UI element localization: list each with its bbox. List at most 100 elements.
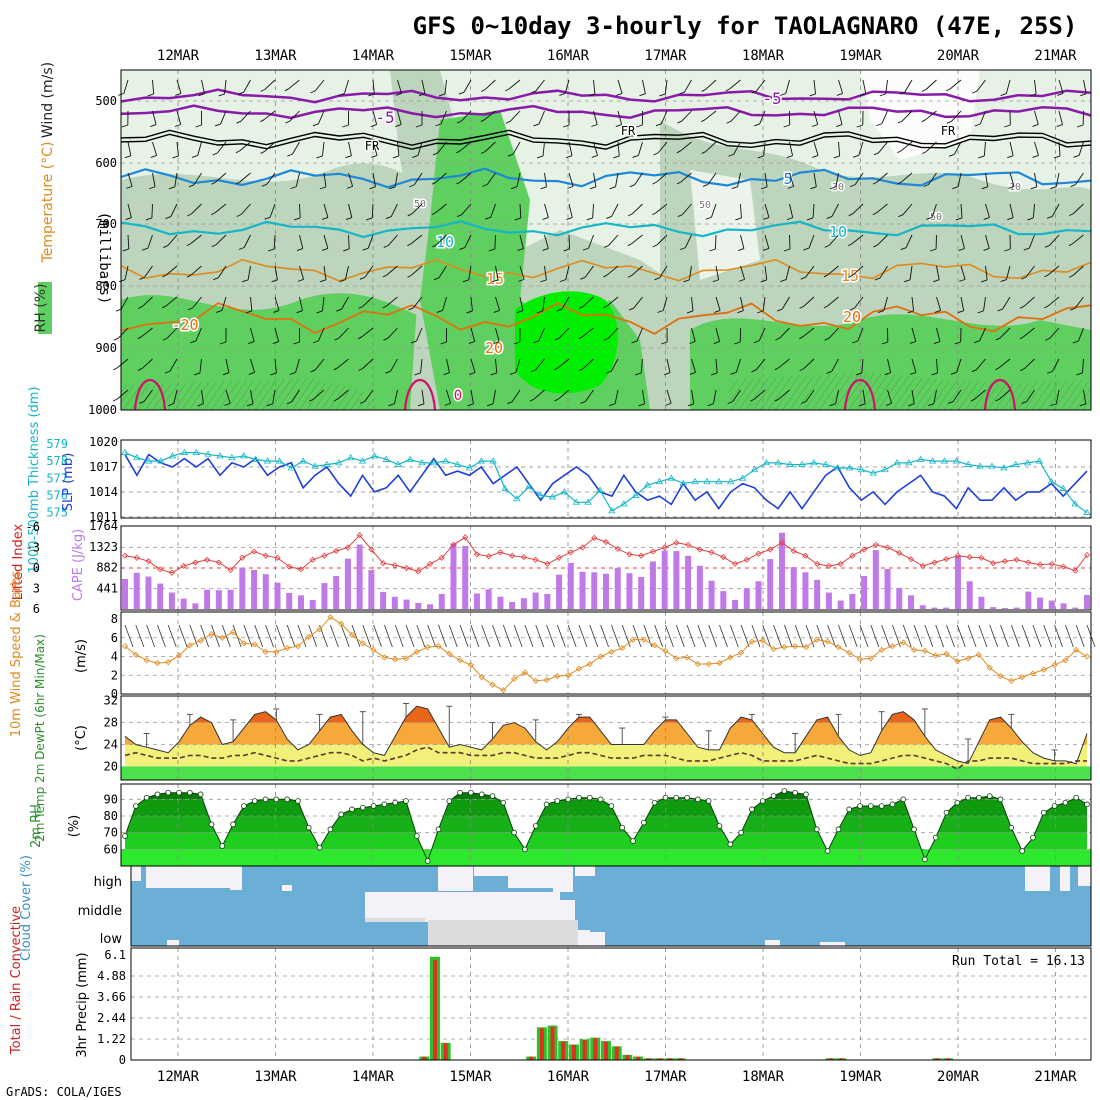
- thickness-point: [905, 459, 913, 466]
- slp-axis-label: SLP (mb): [61, 453, 76, 512]
- cloud-clear-area: [438, 866, 473, 891]
- wind-barb-feather: [195, 124, 202, 128]
- wind-barb-feather: [165, 216, 172, 220]
- wind-barb-feather: [1072, 340, 1079, 344]
- rh2m-point: [208, 821, 215, 828]
- wind-barb: [470, 358, 476, 373]
- wind-barb: [397, 79, 402, 94]
- pressure-axis-label: (millibars): [96, 212, 112, 305]
- wind-barb-feather: [907, 310, 914, 314]
- wind-barb-feather: [316, 310, 323, 314]
- cape-bar: [168, 592, 175, 609]
- wind-barb-feather: [115, 308, 122, 312]
- rh2m-point: [651, 799, 658, 806]
- wind10m-barb: [1000, 624, 1009, 648]
- wind-barb-feather: [934, 341, 941, 344]
- wind10m-barb: [859, 624, 869, 648]
- wind10m-barb: [773, 624, 782, 648]
- wind-barb: [608, 234, 619, 246]
- thickness-point: [715, 477, 723, 485]
- lifted-index-point: [204, 556, 211, 563]
- magenta-contour: [133, 379, 167, 411]
- wind10m-barb: [1021, 624, 1031, 648]
- wind-barb: [1049, 234, 1060, 246]
- y-tick-label: 1014: [89, 485, 118, 499]
- lifted-index-point: [462, 534, 469, 541]
- wind-barb: [660, 110, 668, 124]
- wind10m-speed-point: [521, 669, 528, 676]
- wind-barb-feather: [370, 124, 377, 127]
- wind-barb: [735, 358, 741, 373]
- wind-barb: [176, 79, 182, 94]
- rh2m-axis-label: 2m RH: [29, 804, 44, 848]
- wind10m-barb: [189, 624, 199, 648]
- lifted-index-point: [1048, 560, 1055, 567]
- wind-barb: [243, 234, 251, 248]
- wind-barb-feather: [516, 310, 524, 314]
- thickness-point: [667, 474, 676, 481]
- thickness-point: [774, 459, 782, 466]
- top-date-label: 14MAR: [352, 48, 395, 64]
- y-tick-label: -3: [26, 541, 40, 555]
- wind-barb: [974, 389, 986, 400]
- wind-barb: [192, 296, 202, 309]
- lifted-index-point: [1001, 558, 1008, 565]
- wind-barb-feather: [248, 371, 255, 375]
- y-tick-label: 4: [111, 650, 118, 664]
- wind-barb-feather: [981, 279, 988, 283]
- cape-bar: [638, 577, 645, 609]
- wind-barb-feather: [371, 154, 378, 158]
- precip-convective-bar: [625, 1054, 630, 1060]
- lifted-index-point: [896, 549, 903, 557]
- wind-barb-feather: [432, 152, 438, 156]
- y-tick-label: 8: [111, 612, 118, 626]
- wind10m-speed-point: [910, 646, 918, 654]
- wind10m-speed-point: [543, 676, 550, 684]
- wind10m-speed-point: [792, 643, 799, 650]
- wind-barb: [593, 79, 596, 94]
- wind-barb-feather: [533, 340, 540, 344]
- wind-barb: [215, 234, 227, 246]
- wind10m-speed-point: [132, 651, 139, 658]
- wind-barb: [1078, 327, 1084, 342]
- wind-barb: [274, 296, 280, 311]
- wind-barb: [387, 234, 398, 246]
- wind-barb: [508, 79, 521, 90]
- wind10m-barb: [524, 624, 534, 648]
- wind-barb-feather: [493, 309, 500, 313]
- rh2m-point: [965, 794, 971, 801]
- wind-barb-feather: [510, 186, 518, 190]
- wind10m-barb: [167, 624, 177, 648]
- wind10m-barb: [329, 624, 339, 648]
- thickness-point: [477, 457, 486, 464]
- wind-barb-feather: [981, 186, 988, 190]
- wind-barb-feather: [565, 155, 573, 159]
- wind10m-speed-point: [597, 653, 604, 660]
- wind-barb: [740, 296, 744, 311]
- wind-barb: [664, 79, 668, 94]
- wind10m-barb: [935, 624, 945, 648]
- rh-legend-swatch: [38, 282, 52, 334]
- wind-barb-feather: [264, 216, 271, 220]
- wind-barb: [314, 79, 325, 92]
- cape-bar: [978, 596, 985, 609]
- rh2m-point: [749, 806, 755, 813]
- wind-barb-feather: [689, 371, 696, 375]
- wind-barb-feather: [1068, 243, 1073, 247]
- top-date-label: 15MAR: [449, 48, 492, 64]
- rh2m-point: [241, 803, 247, 809]
- wind-barb: [876, 203, 888, 214]
- y-tick-label: 60: [104, 842, 118, 856]
- wind10m-barb: [373, 624, 382, 648]
- contour-label: -20: [171, 316, 198, 334]
- wind-barb-feather: [432, 244, 437, 248]
- wind-barb-feather: [1050, 403, 1057, 407]
- wind-barb-feather: [709, 248, 716, 252]
- wind-barb-feather: [333, 367, 338, 371]
- wind-barb: [364, 265, 374, 278]
- wind-barb-feather: [629, 184, 635, 188]
- wind-barb-feather: [443, 372, 450, 376]
- wind-barb: [151, 203, 153, 219]
- rh2m-point: [630, 838, 636, 844]
- rh-band-70: [125, 816, 1087, 833]
